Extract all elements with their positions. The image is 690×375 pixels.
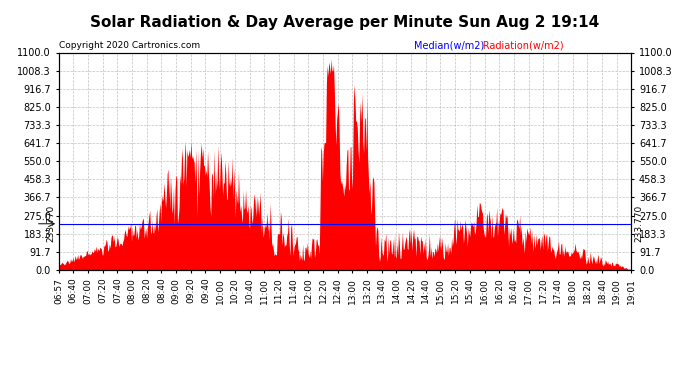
Title: Solar Radiation & Day Average per Minute Sun Aug 2 19:14: Solar Radiation & Day Average per Minute… xyxy=(90,15,600,30)
Text: Radiation(w/m2): Radiation(w/m2) xyxy=(414,40,563,51)
Text: Copyright 2020 Cartronics.com: Copyright 2020 Cartronics.com xyxy=(59,40,200,50)
Text: Median(w/m2): Median(w/m2) xyxy=(414,40,484,51)
Text: 233.770: 233.770 xyxy=(47,205,56,242)
Text: 233.770: 233.770 xyxy=(634,205,643,242)
